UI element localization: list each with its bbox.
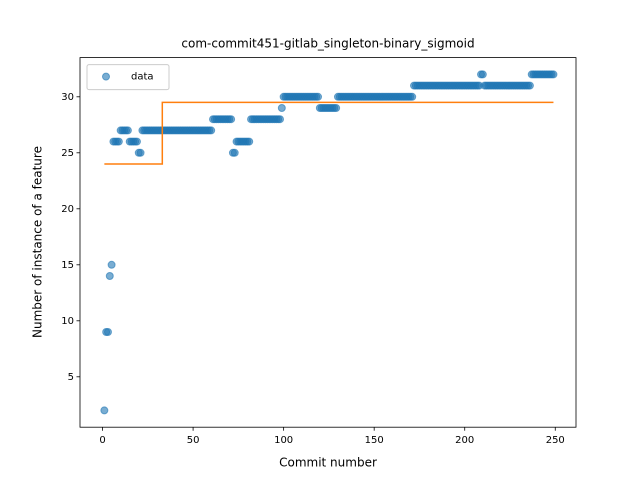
data-point <box>314 92 323 101</box>
x-tick-label: 150 <box>365 435 384 446</box>
chart-title: com-commit451-gitlab_singleton-binary_si… <box>181 37 474 51</box>
data-point <box>245 137 254 146</box>
data-point <box>136 148 145 157</box>
fit-line <box>104 101 554 165</box>
x-tick-label: 250 <box>546 435 565 446</box>
data-point <box>132 137 141 146</box>
data-point <box>114 137 123 146</box>
data-point <box>103 328 112 336</box>
data-point <box>277 104 286 112</box>
y-tick-label: 20 <box>61 204 74 215</box>
y-axis-label: Number of instance of a feature <box>31 146 45 338</box>
data-point <box>332 104 341 112</box>
data-point <box>408 92 417 101</box>
y-tick-label: 5 <box>68 372 74 383</box>
x-tick-label: 100 <box>274 435 293 446</box>
data-point <box>276 115 285 124</box>
data-point <box>105 272 114 280</box>
x-tick-label: 0 <box>99 435 105 446</box>
x-tick-label: 50 <box>187 435 200 446</box>
data-point <box>123 126 132 135</box>
legend-swatch <box>102 72 110 81</box>
y-tick-label: 15 <box>61 260 74 271</box>
x-tick-label: 200 <box>455 435 474 446</box>
legend-label: data <box>131 72 154 83</box>
x-axis-label: Commit number <box>279 456 377 470</box>
plot-frame <box>79 57 577 428</box>
y-tick-label: 25 <box>61 148 74 159</box>
data-point <box>227 115 236 124</box>
data-point <box>549 70 558 79</box>
y-tick-label: 30 <box>61 92 74 103</box>
y-tick-label: 10 <box>61 316 74 327</box>
data-point <box>207 126 216 135</box>
data-point <box>525 81 534 90</box>
data-point <box>478 70 487 79</box>
data-point <box>230 148 239 157</box>
legend-box <box>86 64 170 91</box>
data-point <box>100 406 109 415</box>
data-point <box>107 260 116 269</box>
